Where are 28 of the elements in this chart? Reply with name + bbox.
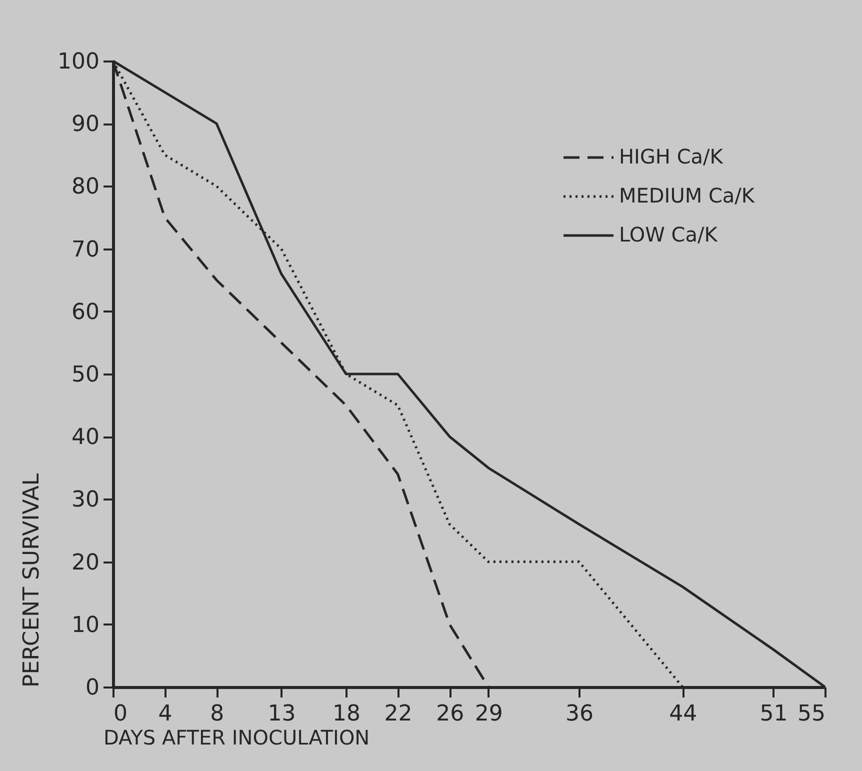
x-tick-label: 18 [332, 702, 361, 726]
x-tick-label: 0 [114, 702, 128, 726]
y-tick-label: 10 [72, 612, 100, 638]
y-tick-label: 50 [72, 362, 100, 388]
x-tick-label: 51 [760, 702, 788, 726]
y-tick-label: 20 [72, 550, 100, 576]
x-tick-label: 22 [384, 702, 412, 726]
y-axis-title: PERCENT SURVIVAL [20, 472, 45, 688]
x-tick-label: 26 [436, 702, 464, 726]
y-tick-label: 60 [72, 300, 100, 325]
y-tick-label: 80 [72, 174, 100, 200]
y-tick-label: 40 [72, 425, 100, 450]
x-tick-label: 8 [210, 702, 224, 726]
legend-label: MEDIUM Ca/K [619, 184, 756, 208]
x-tick-label: 29 [474, 702, 503, 726]
x-tick-label: 13 [268, 702, 296, 726]
legend-label: HIGH Ca/K [619, 144, 724, 168]
legend-label: LOW Ca/K [619, 222, 718, 246]
x-tick-label: 55 [798, 702, 826, 726]
y-tick-label: 100 [58, 50, 100, 74]
y-tick-label: 90 [72, 112, 100, 138]
y-tick-label: 70 [72, 237, 100, 262]
y-tick-label: 0 [86, 676, 100, 700]
y-tick-label: 30 [72, 488, 100, 513]
x-tick-label: 4 [158, 702, 172, 726]
x-axis-title: DAYS AFTER INOCULATION [104, 726, 370, 750]
x-tick-label: 44 [669, 702, 698, 726]
x-tick-label: 36 [566, 702, 594, 726]
